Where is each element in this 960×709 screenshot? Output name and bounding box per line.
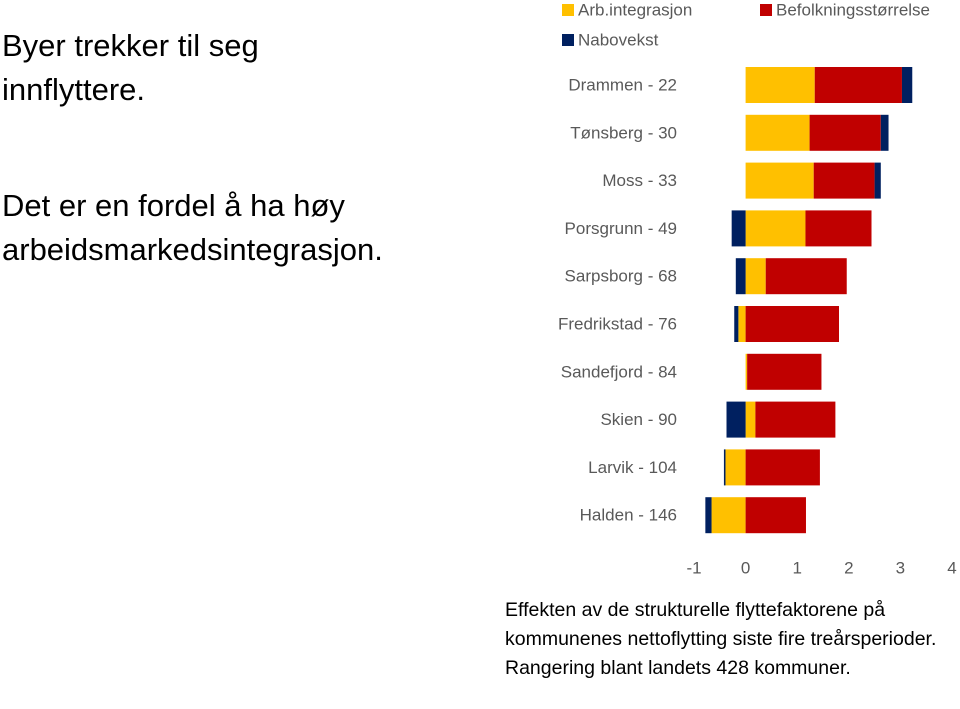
bar-segment <box>725 449 746 486</box>
bar-segment <box>735 258 746 295</box>
bar-segment <box>805 210 872 247</box>
bar-segment <box>711 497 746 534</box>
category-label: Porsgrunn - 49 <box>565 219 677 238</box>
bar-segment <box>901 67 913 103</box>
bar-segment <box>765 258 847 295</box>
x-tick-label: 3 <box>896 558 905 577</box>
bar-segment <box>745 401 756 438</box>
bar-segment <box>745 258 766 295</box>
x-tick-label: -1 <box>686 558 701 577</box>
bar-segment <box>734 306 739 342</box>
caption: Effekten av de strukturelle flyttefaktor… <box>505 599 937 679</box>
x-tick-label: 1 <box>792 558 801 577</box>
category-label: Fredrikstad - 76 <box>558 314 677 333</box>
heading: Byer trekker til seg innflyttere. <box>2 28 259 107</box>
bar-segment <box>745 67 815 103</box>
bar-segment <box>745 497 806 534</box>
bar-segment <box>738 306 746 342</box>
legend-swatch <box>562 4 574 16</box>
x-tick-label: 4 <box>947 558 956 577</box>
bar-segment <box>874 162 881 199</box>
x-tick-label: 2 <box>844 558 853 577</box>
legend-label: Befolkningsstørrelse <box>776 0 930 19</box>
legend-label: Nabovekst <box>578 30 659 49</box>
bar-segment <box>814 67 902 103</box>
bar-segment <box>755 401 836 438</box>
category-label: Larvik - 104 <box>588 458 677 477</box>
chart: Arb.integrasjon Befolkningsstørrelse Nabov… <box>558 0 957 577</box>
bar-segment <box>813 162 875 199</box>
bar-segment <box>731 210 746 247</box>
subheading: Det er en fordel å ha høy arbeidsmarkeds… <box>2 188 383 267</box>
bar-segment <box>745 449 820 486</box>
category-label: Tønsberg - 30 <box>570 123 677 142</box>
legend-label: Arb.integrasjon <box>578 0 692 19</box>
category-label: Skien - 90 <box>600 410 677 429</box>
category-label: Sarpsborg - 68 <box>565 267 677 286</box>
category-label: Sandefjord - 84 <box>561 362 677 381</box>
x-tick-label: 0 <box>741 558 750 577</box>
bar-segment <box>745 353 748 390</box>
bar-segment <box>809 114 881 151</box>
category-label: Moss - 33 <box>602 171 677 190</box>
bar-segment <box>705 497 712 534</box>
legend-swatch <box>760 4 772 16</box>
bar-segment <box>726 401 746 438</box>
category-label: Drammen - 22 <box>568 75 677 94</box>
bar-segment <box>745 114 810 151</box>
bar-segment <box>880 114 889 151</box>
bar-segment <box>745 306 839 342</box>
legend-swatch <box>562 34 574 46</box>
bar-segment <box>747 353 822 390</box>
bar-segment <box>723 449 726 486</box>
bar-segment <box>745 162 814 199</box>
bar-segment <box>745 210 806 247</box>
category-label: Halden - 146 <box>580 506 677 525</box>
